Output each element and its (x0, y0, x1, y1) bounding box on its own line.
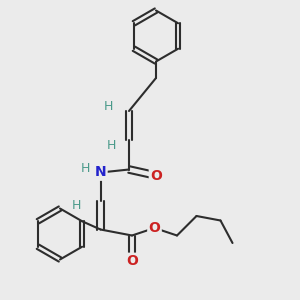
Text: O: O (150, 169, 162, 182)
Text: H: H (106, 139, 116, 152)
Text: H: H (103, 100, 113, 113)
Text: H: H (81, 161, 90, 175)
Text: N: N (95, 166, 106, 179)
Text: O: O (148, 221, 160, 235)
Text: H: H (72, 199, 81, 212)
Text: O: O (126, 254, 138, 268)
